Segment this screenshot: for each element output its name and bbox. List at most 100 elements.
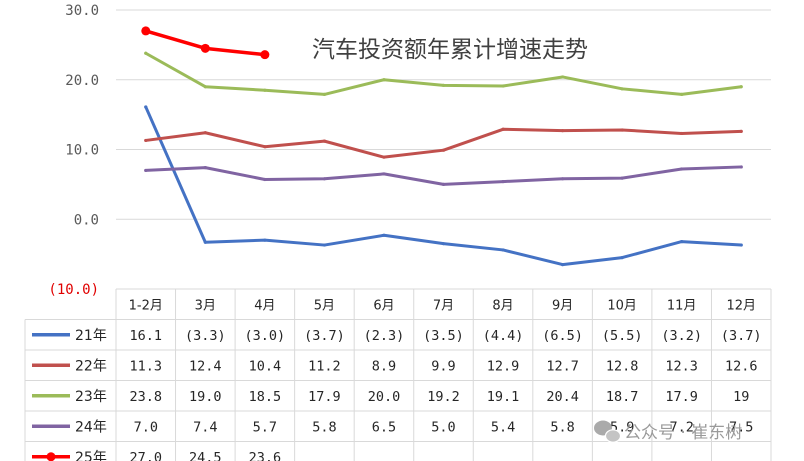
data-label: 23.8 [130, 389, 163, 405]
data-label: 12.7 [546, 358, 579, 374]
y-tick-label: 30.0 [65, 3, 99, 19]
data-point [144, 105, 148, 109]
y-tick-label: 10.0 [65, 143, 99, 159]
chart-title: 汽车投资额年累计增速走势 [312, 37, 588, 63]
data-label: 17.9 [665, 389, 698, 405]
wechat-icon [594, 420, 622, 443]
data-point [560, 177, 565, 181]
data-point [263, 145, 267, 149]
data-label: (2.3) [364, 328, 405, 344]
data-point [560, 129, 565, 133]
data-point [441, 83, 446, 87]
series-line-24年 [144, 165, 743, 186]
data-label: 16.1 [130, 328, 163, 344]
data-point [260, 50, 270, 60]
data-point [144, 138, 148, 143]
data-point [501, 248, 505, 252]
data-point [322, 177, 327, 181]
y-tick-label: 0.0 [74, 212, 99, 228]
data-label: 18.5 [249, 389, 282, 405]
data-point [441, 148, 446, 152]
data-point [322, 243, 327, 247]
x-category-label: 3月 [195, 298, 216, 313]
data-point [141, 26, 151, 36]
data-point [560, 75, 565, 79]
data-label: 17.9 [308, 389, 341, 405]
data-point [620, 87, 624, 91]
data-label: (5.5) [602, 328, 643, 344]
data-label: 12.4 [189, 358, 222, 374]
data-label: (6.5) [542, 328, 583, 344]
data-point [263, 177, 267, 182]
watermark-text: 公众号 · 崔东树 [624, 423, 742, 443]
data-point [144, 51, 148, 55]
data-point [680, 131, 684, 136]
data-label: 20.0 [368, 389, 401, 405]
y-tick-label: (10.0) [48, 282, 99, 298]
data-point [203, 85, 207, 89]
x-category-label: 6月 [373, 298, 394, 313]
series-lines [141, 26, 743, 267]
data-point [501, 84, 505, 88]
data-point [322, 139, 327, 143]
x-category-label: 5月 [314, 298, 335, 313]
data-point [739, 85, 743, 89]
data-point [263, 238, 267, 242]
data-label: 19.2 [427, 389, 460, 405]
data-label: (4.4) [483, 328, 524, 344]
data-label: 5.0 [431, 419, 455, 435]
legend-label: 25年 [75, 450, 107, 461]
data-label: 12.6 [725, 358, 758, 374]
data-label: 27.0 [130, 450, 163, 461]
series-line-22年 [144, 127, 743, 159]
data-point [382, 78, 386, 82]
y-tick-label: 20.0 [65, 73, 99, 89]
data-label: (3.3) [185, 328, 226, 344]
data-label: 12.9 [487, 358, 520, 374]
x-category-label: 7月 [433, 298, 454, 313]
data-label: 10.4 [249, 358, 282, 374]
data-point [739, 243, 743, 247]
data-point [739, 165, 743, 169]
data-point [203, 240, 207, 244]
data-label: (3.7) [304, 328, 345, 344]
data-label: (3.2) [661, 328, 702, 344]
x-category-label: 10月 [607, 298, 637, 313]
legend-label: 22年 [75, 358, 107, 374]
data-label: 19 [733, 389, 749, 405]
legend-label: 23年 [75, 389, 107, 405]
data-point [441, 182, 446, 186]
data-point [739, 129, 743, 133]
data-point [620, 176, 624, 180]
data-point [680, 92, 684, 96]
data-label: 24.5 [189, 450, 222, 461]
data-label: 19.1 [487, 389, 520, 405]
watermark: 公众号 · 崔东树 [594, 420, 742, 443]
data-label: 7.2 [669, 419, 693, 435]
data-point [680, 239, 684, 244]
data-point [620, 128, 624, 132]
x-category-label: 8月 [492, 298, 513, 313]
data-label: (3.5) [423, 328, 464, 344]
data-label: 19.0 [189, 389, 222, 405]
data-point [560, 262, 565, 267]
x-category-label: 9月 [552, 298, 573, 313]
data-label: 12.3 [665, 358, 698, 374]
data-label: 23.6 [249, 450, 282, 461]
data-point [203, 166, 207, 170]
data-label: 7.0 [134, 419, 158, 435]
x-category-label: 1-2月 [129, 298, 163, 313]
data-point [441, 242, 446, 246]
data-point [680, 167, 684, 171]
data-label: 11.2 [308, 358, 341, 374]
data-label: 5.8 [312, 419, 336, 435]
data-point [382, 155, 386, 159]
data-label: 5.4 [491, 419, 515, 435]
x-category-label: 4月 [254, 298, 275, 313]
data-label: 18.7 [606, 389, 639, 405]
legend-label: 24年 [75, 419, 107, 435]
data-label: 7.4 [193, 419, 217, 435]
data-label: 5.7 [253, 419, 277, 435]
data-point [322, 92, 327, 96]
